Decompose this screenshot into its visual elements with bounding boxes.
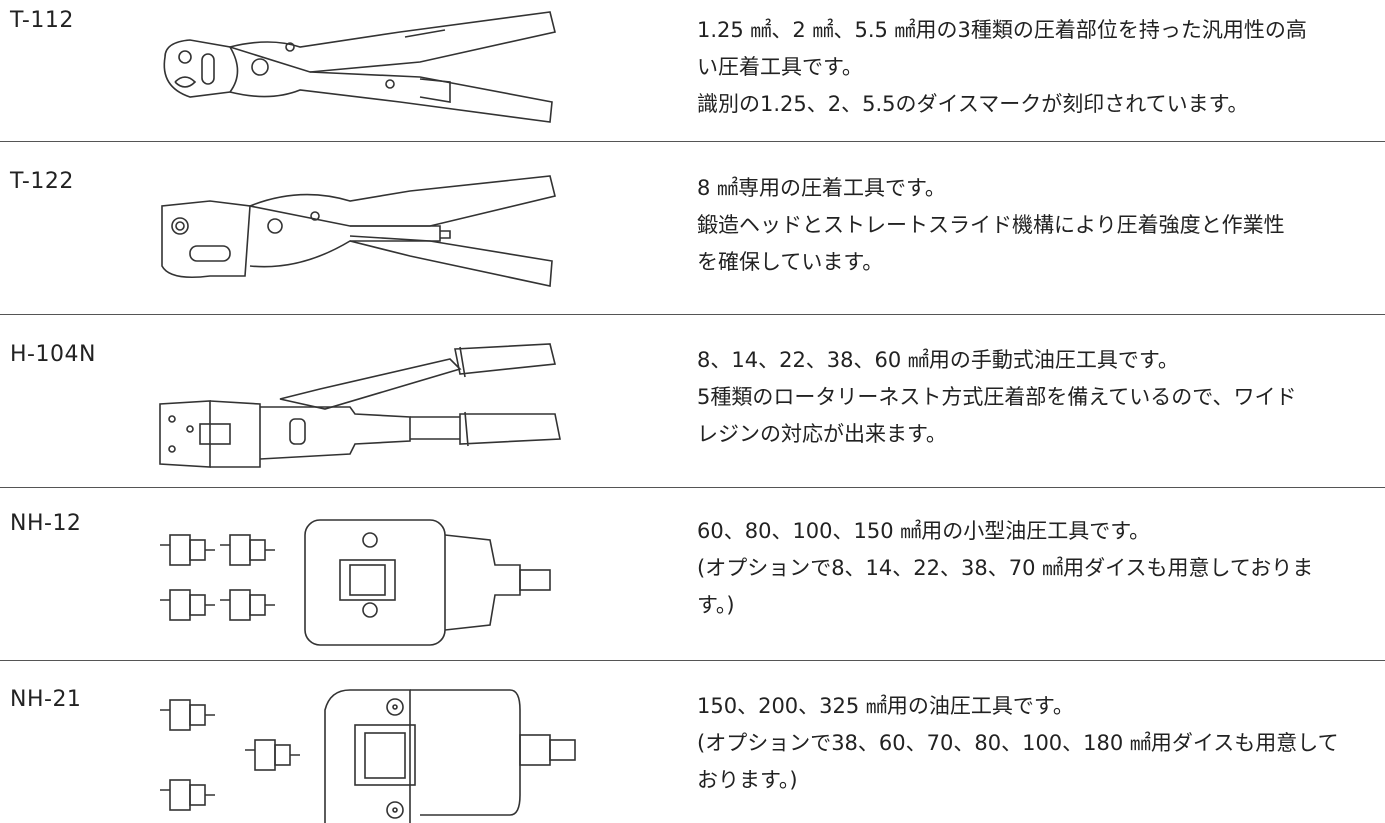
tool-illustration	[160, 689, 576, 823]
model-name: T-122	[10, 169, 74, 194]
separator	[0, 660, 1385, 661]
model-name: H-104N	[10, 342, 96, 367]
description: 8 ㎟専用の圧着工具です。 鍛造ヘッドとストレートスライド機構により圧着強度と作…	[697, 170, 1385, 281]
description-line: 鍛造ヘッドとストレートスライド機構により圧着強度と作業性	[697, 213, 1285, 237]
tool-illustration	[161, 175, 556, 287]
description-line: い圧着工具です。	[697, 55, 863, 79]
description-line: 8、14、22、38、60 ㎟用の手動式油圧工具です。	[697, 348, 1179, 372]
description-line: 60、80、100、150 ㎟用の小型油圧工具です。	[697, 519, 1151, 543]
tool-illustration	[163, 11, 556, 123]
separator	[0, 487, 1385, 488]
description: 8、14、22、38、60 ㎟用の手動式油圧工具です。 5種類のロータリーネスト…	[697, 342, 1385, 453]
tool-illustration	[159, 343, 561, 468]
description-line: を確保しています。	[697, 250, 884, 274]
model-name: NH-21	[10, 687, 82, 712]
model-name: T-112	[10, 8, 74, 33]
separator	[0, 314, 1385, 315]
description-line: (オプションで38、60、70、80、100、180 ㎟用ダイスも用意して	[697, 731, 1339, 755]
description: 150、200、325 ㎟用の油圧工具です。 (オプションで38、60、70、8…	[697, 688, 1385, 799]
description: 60、80、100、150 ㎟用の小型油圧工具です。 (オプションで8、14、2…	[697, 513, 1385, 624]
description: 1.25 ㎟、2 ㎟、5.5 ㎟用の3種類の圧着部位を持った汎用性の高 い圧着工…	[697, 12, 1385, 123]
description-line: 8 ㎟専用の圧着工具です。	[697, 176, 946, 200]
description-line: 識別の1.25、2、5.5のダイスマークが刻印されています。	[697, 92, 1249, 116]
model-name: NH-12	[10, 511, 82, 536]
description-line: (オプションで8、14、22、38、70 ㎟用ダイスも用意しておりま	[697, 556, 1314, 580]
description-line: 5種類のロータリーネスト方式圧着部を備えているので、ワイド	[697, 385, 1297, 409]
separator	[0, 141, 1385, 142]
description-line: レジンの対応が出来ます。	[697, 422, 947, 446]
description-line: 1.25 ㎟、2 ㎟、5.5 ㎟用の3種類の圧着部位を持った汎用性の高	[697, 18, 1307, 42]
description-line: 150、200、325 ㎟用の油圧工具です。	[697, 694, 1074, 718]
description-line: おります。)	[697, 768, 798, 792]
tool-illustration	[160, 519, 551, 646]
description-line: す。)	[697, 593, 735, 617]
page: {"products": [ {"model": "T-112", "lines…	[0, 8, 1385, 823]
